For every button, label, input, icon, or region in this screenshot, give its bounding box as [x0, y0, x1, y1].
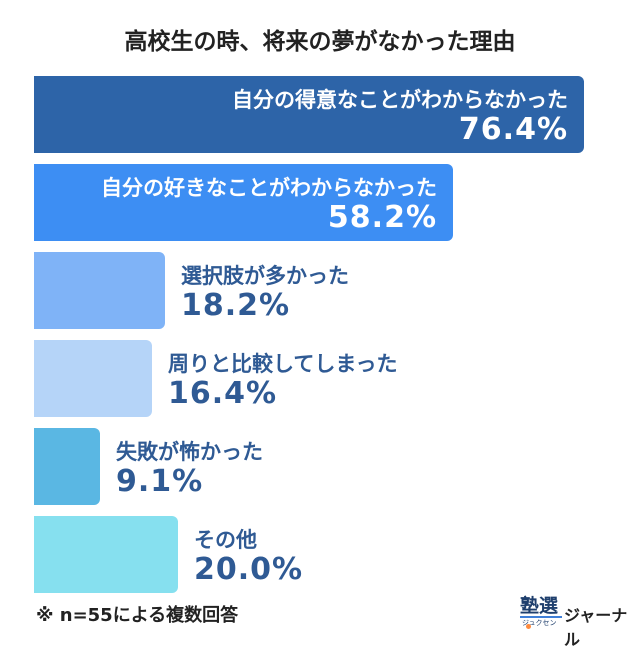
bar-4	[34, 340, 152, 417]
logo-kanji: 塾選	[520, 595, 559, 617]
logo-underline	[520, 616, 562, 618]
value-label-6: 20.0%	[194, 552, 304, 587]
logo-reading: ジュクセン	[522, 619, 557, 627]
chart-title: 高校生の時、将来の夢がなかった理由	[124, 29, 516, 55]
logo-dot	[526, 624, 531, 629]
bar-6	[34, 516, 178, 593]
value-label-2: 58.2%	[327, 200, 437, 235]
value-label-3: 18.2%	[181, 288, 291, 323]
value-label-1: 76.4%	[458, 112, 568, 147]
footnote: ※ n=55による複数回答	[36, 605, 239, 626]
brand-logo: 塾選 ジュクセン ジャーナル	[520, 595, 630, 649]
category-label-3: 選択肢が多かった	[181, 264, 349, 288]
category-label-5: 失敗が怖かった	[116, 440, 263, 464]
bar-3	[34, 252, 165, 329]
category-label-4: 周りと比較してしまった	[168, 352, 398, 376]
bar-5	[34, 428, 100, 505]
logo-text: ジャーナル	[564, 606, 628, 649]
bar-1	[34, 76, 584, 153]
bar-2	[34, 164, 453, 241]
category-label-2: 自分の好きなことがわからなかった	[101, 176, 437, 200]
value-label-4: 16.4%	[168, 376, 278, 411]
value-label-5: 9.1%	[116, 464, 204, 499]
category-label-1: 自分の得意なことがわからなかった	[232, 88, 568, 112]
category-label-6: その他	[194, 528, 257, 552]
